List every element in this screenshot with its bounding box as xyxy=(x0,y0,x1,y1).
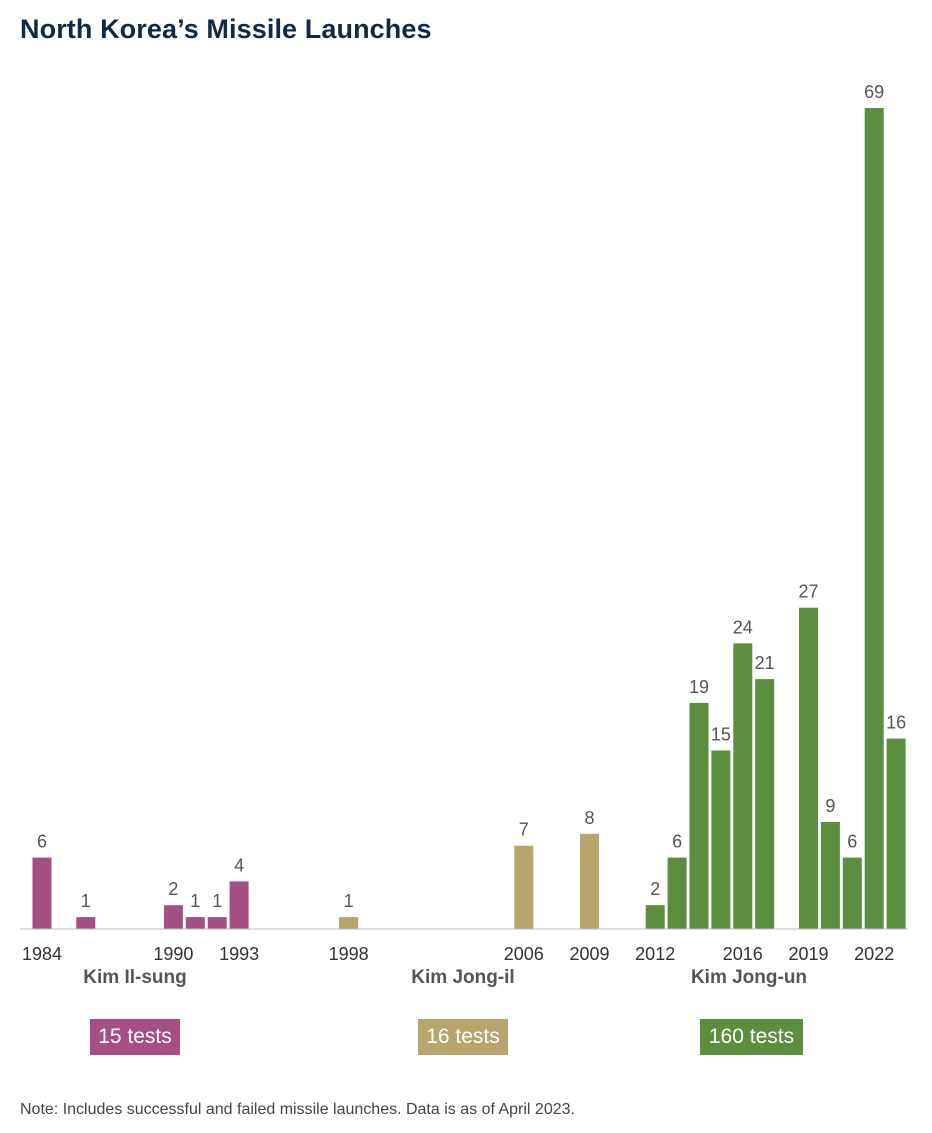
x-tick-2006: 2006 xyxy=(504,944,544,964)
bar-2021 xyxy=(842,857,862,929)
value-label-1991: 1 xyxy=(190,891,200,911)
leader-label-kim-il-sung: Kim Il-sung xyxy=(83,967,186,988)
bar-2014 xyxy=(689,702,709,929)
value-label-1993: 4 xyxy=(234,855,244,875)
bar-1986 xyxy=(76,917,96,929)
leader-label-kim-jong-il: Kim Jong-il xyxy=(411,967,514,988)
value-label-1990: 2 xyxy=(168,879,178,899)
value-label-2019: 27 xyxy=(798,582,818,602)
value-label-1984: 6 xyxy=(37,832,47,852)
x-tick-1984: 1984 xyxy=(22,944,62,964)
bar-1990 xyxy=(163,905,183,929)
bar-1993 xyxy=(229,881,249,929)
x-tick-2022: 2022 xyxy=(854,944,894,964)
value-label-2012: 2 xyxy=(650,879,660,899)
bar-1998 xyxy=(339,917,359,929)
value-label-2023: 16 xyxy=(886,713,906,733)
bar-2013 xyxy=(667,857,687,929)
x-tick-2012: 2012 xyxy=(635,944,675,964)
bar-2006 xyxy=(514,845,534,929)
value-label-2022: 69 xyxy=(864,82,884,102)
tests-badge-kim-jong-il: 16 tests xyxy=(418,1019,508,1055)
bar-2009 xyxy=(580,833,599,929)
bar-2015 xyxy=(711,750,731,929)
value-label-2009: 8 xyxy=(584,808,594,828)
value-label-2015: 15 xyxy=(711,725,731,745)
bar-2012 xyxy=(645,905,665,929)
leader-label-kim-jong-un: Kim Jong-un xyxy=(691,967,807,988)
chart-title: North Korea’s Missile Launches xyxy=(20,14,432,44)
value-label-1998: 1 xyxy=(344,891,354,911)
value-label-1986: 1 xyxy=(81,891,91,911)
x-tick-1998: 1998 xyxy=(329,944,369,964)
value-label-2020: 9 xyxy=(825,796,835,816)
x-tick-labels-group: 1984 1990 1993 1998 2006 2009 2012 2016 2019 2022 xyxy=(22,944,894,964)
value-label-2021: 6 xyxy=(847,832,857,852)
bar-2022 xyxy=(864,108,884,929)
value-label-2016: 24 xyxy=(733,617,753,637)
tests-badge-kim-il-sung: 15 tests xyxy=(90,1019,180,1055)
bar-1992 xyxy=(207,917,227,929)
bar-1984 xyxy=(32,857,52,929)
bar-1991 xyxy=(185,917,205,929)
bar-2017 xyxy=(755,679,775,929)
value-label-2006: 7 xyxy=(519,820,529,840)
x-tick-2019: 2019 xyxy=(788,944,828,964)
x-tick-1993: 1993 xyxy=(219,944,259,964)
value-label-2017: 21 xyxy=(755,653,775,673)
x-tick-2016: 2016 xyxy=(723,944,763,964)
bar-2016 xyxy=(733,643,753,929)
value-label-2013: 6 xyxy=(672,832,682,852)
bars-group xyxy=(32,108,906,929)
value-label-1992: 1 xyxy=(212,891,222,911)
footnote: Note: Includes successful and failed mis… xyxy=(20,1101,575,1118)
bar-2020 xyxy=(820,821,840,929)
bar-2019 xyxy=(799,607,818,929)
value-label-2014: 19 xyxy=(689,677,709,697)
x-tick-2009: 2009 xyxy=(569,944,609,964)
x-tick-1990: 1990 xyxy=(153,944,193,964)
bar-2023 xyxy=(886,738,906,929)
tests-badge-kim-jong-un: 160 tests xyxy=(700,1019,803,1055)
